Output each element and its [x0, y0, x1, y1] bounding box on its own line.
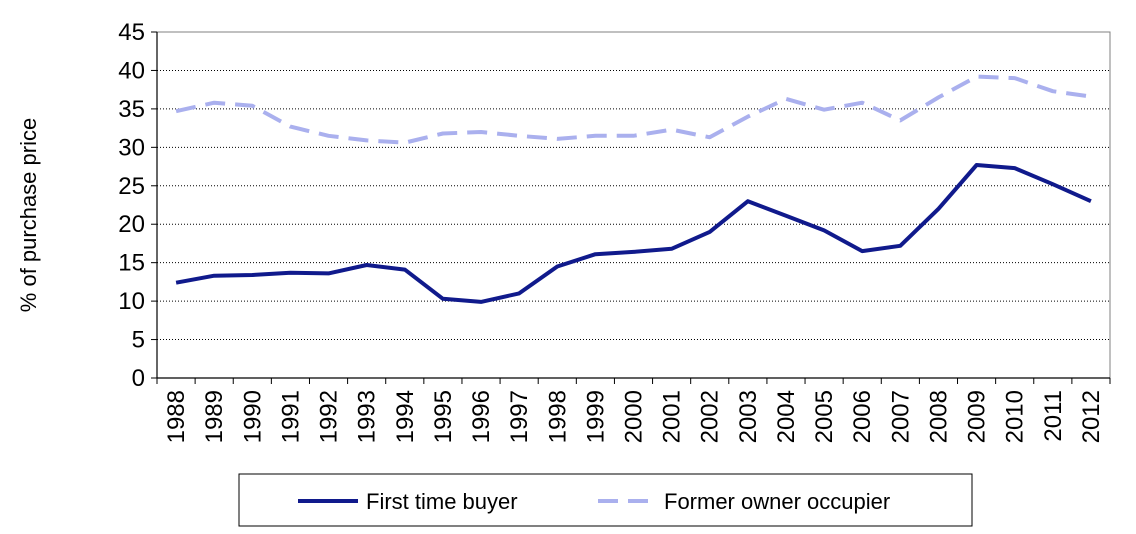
- y-tick-label: 0: [132, 365, 145, 392]
- x-tick-label: 1992: [316, 390, 343, 443]
- y-axis-title: % of purchase price: [16, 118, 41, 312]
- x-tick-label: 1991: [277, 390, 304, 443]
- y-tick-label: 45: [118, 19, 145, 46]
- x-tick-label: 2000: [621, 390, 648, 443]
- y-tick-label: 35: [118, 96, 145, 123]
- legend-label-former-owner-occupier: Former owner occupier: [664, 489, 890, 514]
- x-tick-label: 1988: [163, 390, 190, 443]
- y-tick-label: 40: [118, 57, 145, 84]
- y-tick-label: 5: [132, 327, 145, 354]
- x-tick-label: 2006: [849, 390, 876, 443]
- x-tick-label: 1990: [239, 390, 266, 443]
- x-tick-label: 1989: [201, 390, 228, 443]
- x-tick-label: 2007: [887, 390, 914, 443]
- legend: First time buyer Former owner occupier: [238, 473, 973, 527]
- x-tick-label: 1993: [354, 390, 381, 443]
- x-tick-label: 2002: [697, 390, 724, 443]
- y-tick-label: 10: [118, 288, 145, 315]
- y-tick-label: 15: [118, 250, 145, 277]
- x-tick-label: 2005: [811, 390, 838, 443]
- y-tick-label: 30: [118, 134, 145, 161]
- series-line-first-time-buyer: [175, 163, 1092, 304]
- y-tick-label: 20: [118, 211, 145, 238]
- x-axis: 1988 1989 1990 1991 1992 1993 1994 1995 1996 1997…: [156, 378, 1111, 443]
- y-tick-label: 25: [118, 173, 145, 200]
- x-tick-label: 2009: [964, 390, 991, 443]
- x-tick-label: 2004: [773, 390, 800, 443]
- legend-label-first-time-buyer: First time buyer: [366, 489, 518, 514]
- x-tick-label: 1999: [582, 390, 609, 443]
- x-tick-label: 1994: [392, 390, 419, 443]
- x-tick-label: 2010: [1002, 390, 1029, 443]
- x-tick-label: 1995: [430, 390, 457, 443]
- y-axis: 0 5 10 15 20 25 30 35 40 45: [118, 19, 157, 392]
- series-lines: [175, 74, 1092, 304]
- x-tick-label: 2011: [1040, 390, 1067, 442]
- x-tick-label: 1996: [468, 390, 495, 443]
- x-tick-label: 2008: [925, 390, 952, 443]
- plot-area: [156, 31, 1111, 379]
- x-tick-label: 2001: [659, 390, 686, 443]
- x-tick-label: 2003: [735, 390, 762, 443]
- series-line-former-owner-occupier: [175, 74, 1092, 145]
- x-tick-label: 2012: [1078, 390, 1105, 443]
- gridlines: [157, 69, 1110, 341]
- x-tick-label: 1998: [544, 390, 571, 443]
- x-tick-label: 1997: [506, 390, 533, 443]
